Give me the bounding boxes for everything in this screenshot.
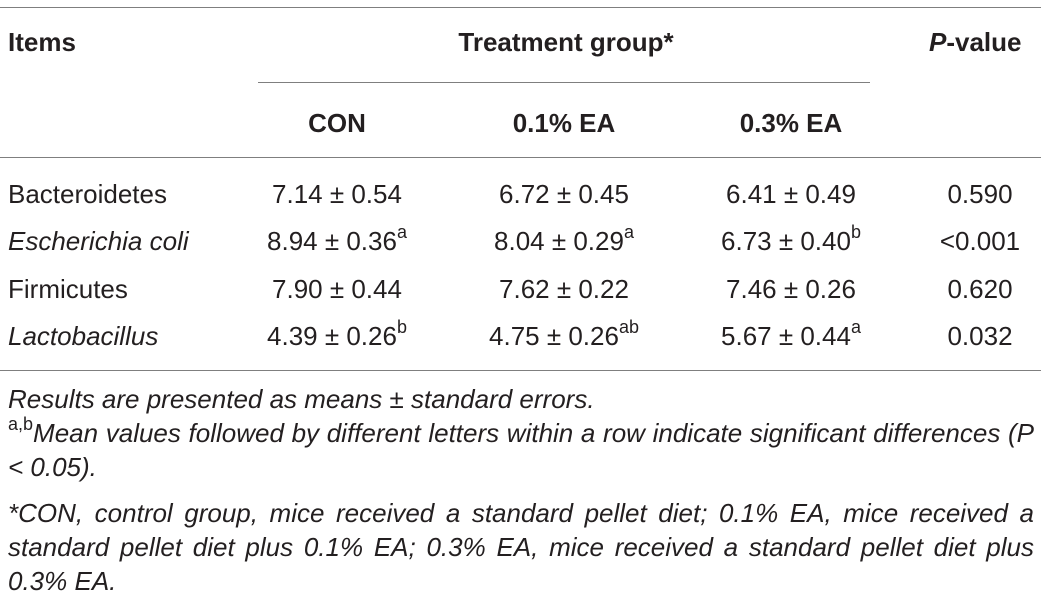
value-text: 6.73 ± 0.40: [721, 226, 851, 256]
significance-superscript: a: [396, 222, 407, 243]
significance-superscript: a: [850, 317, 861, 338]
top-rule: [0, 7, 1041, 8]
header-treatment-group: Treatment group*: [458, 27, 674, 57]
significance-superscript: b: [396, 317, 407, 338]
treatment-subrule: [258, 82, 870, 83]
header-p-value: P-value: [929, 25, 1022, 59]
p-value-cell: <0.001: [939, 226, 1021, 256]
value-text: 8.04 ± 0.29: [494, 226, 624, 256]
header-0-3-ea: 0.3% EA: [739, 108, 843, 138]
footnote-means: Results are presented as means ± standar…: [8, 384, 595, 414]
value-text: 7.14 ± 0.54: [272, 179, 402, 209]
p-value-cell: 0.032: [947, 321, 1013, 351]
significance-superscript: b: [850, 222, 861, 243]
header-p-suffix: -value: [946, 27, 1022, 57]
footnote-significance-text: Mean values followed by different letter…: [8, 418, 1034, 482]
value-cell: 4.75 ± 0.26ab: [489, 317, 639, 353]
p-value-cell: 0.590: [947, 179, 1013, 209]
value-cell: 8.04 ± 0.29a: [494, 222, 634, 258]
value-text: 4.75 ± 0.26: [489, 321, 619, 351]
header-rule: [0, 157, 1041, 158]
value-cell: 6.73 ± 0.40b: [721, 222, 861, 258]
header-0-1-ea: 0.1% EA: [512, 108, 616, 138]
value-cell: 6.41 ± 0.49: [726, 177, 856, 211]
value-text: 7.62 ± 0.22: [499, 274, 629, 304]
row-label: Lactobacillus: [8, 321, 159, 351]
value-text: 5.67 ± 0.44: [721, 321, 851, 351]
footnote-sup: a,b: [8, 414, 34, 435]
p-value-cell: 0.620: [947, 274, 1013, 304]
value-cell: 4.39 ± 0.26b: [267, 317, 407, 353]
row-label: Escherichia coli: [8, 226, 189, 256]
header-p-letter: P: [929, 27, 947, 57]
significance-superscript: ab: [618, 317, 639, 338]
significance-superscript: a: [623, 222, 634, 243]
bottom-rule: [0, 370, 1041, 371]
value-text: 8.94 ± 0.36: [267, 226, 397, 256]
value-text: 7.90 ± 0.44: [272, 274, 402, 304]
footnote-groups: *CON, control group, mice received a sta…: [8, 498, 1034, 596]
header-items: Items: [8, 27, 76, 57]
row-label: Bacteroidetes: [8, 179, 167, 209]
value-text: 7.46 ± 0.26: [726, 274, 856, 304]
value-cell: 6.72 ± 0.45: [499, 177, 629, 211]
value-cell: 5.67 ± 0.44a: [721, 317, 861, 353]
value-text: 6.72 ± 0.45: [499, 179, 629, 209]
value-cell: 8.94 ± 0.36a: [267, 222, 407, 258]
header-con: CON: [308, 108, 366, 138]
value-cell: 7.90 ± 0.44: [272, 272, 402, 306]
row-label: Firmicutes: [8, 274, 128, 304]
footnote-significance: a,bMean values followed by different let…: [8, 414, 1034, 484]
value-cell: 7.46 ± 0.26: [726, 272, 856, 306]
value-cell: 7.62 ± 0.22: [499, 272, 629, 306]
value-text: 6.41 ± 0.49: [726, 179, 856, 209]
value-text: 4.39 ± 0.26: [267, 321, 397, 351]
value-cell: 7.14 ± 0.54: [272, 177, 402, 211]
